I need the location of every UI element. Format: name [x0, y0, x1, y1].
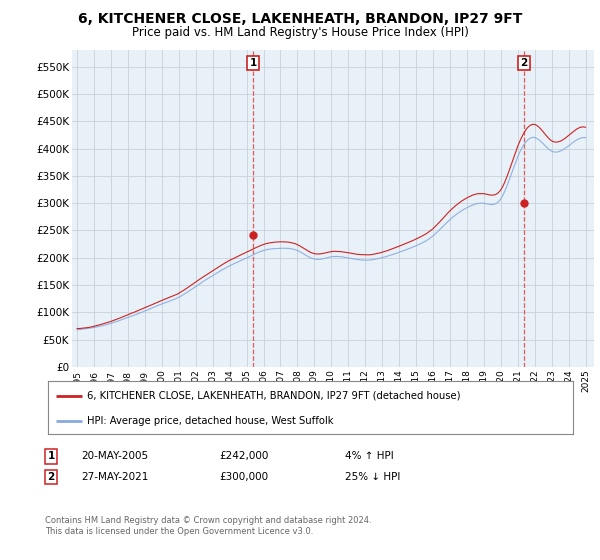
Text: Price paid vs. HM Land Registry's House Price Index (HPI): Price paid vs. HM Land Registry's House … [131, 26, 469, 39]
Text: 2: 2 [47, 472, 55, 482]
Text: Contains HM Land Registry data © Crown copyright and database right 2024.
This d: Contains HM Land Registry data © Crown c… [45, 516, 371, 536]
Text: 6, KITCHENER CLOSE, LAKENHEATH, BRANDON, IP27 9FT (detached house): 6, KITCHENER CLOSE, LAKENHEATH, BRANDON,… [88, 391, 461, 401]
Text: 25% ↓ HPI: 25% ↓ HPI [345, 472, 400, 482]
Text: 2: 2 [521, 58, 528, 68]
Text: £300,000: £300,000 [219, 472, 268, 482]
Text: 6, KITCHENER CLOSE, LAKENHEATH, BRANDON, IP27 9FT: 6, KITCHENER CLOSE, LAKENHEATH, BRANDON,… [78, 12, 522, 26]
Text: 27-MAY-2021: 27-MAY-2021 [81, 472, 148, 482]
Text: 20-MAY-2005: 20-MAY-2005 [81, 451, 148, 461]
Text: 1: 1 [250, 58, 257, 68]
Text: 1: 1 [47, 451, 55, 461]
Text: £242,000: £242,000 [219, 451, 268, 461]
Text: 4% ↑ HPI: 4% ↑ HPI [345, 451, 394, 461]
Text: HPI: Average price, detached house, West Suffolk: HPI: Average price, detached house, West… [88, 416, 334, 426]
